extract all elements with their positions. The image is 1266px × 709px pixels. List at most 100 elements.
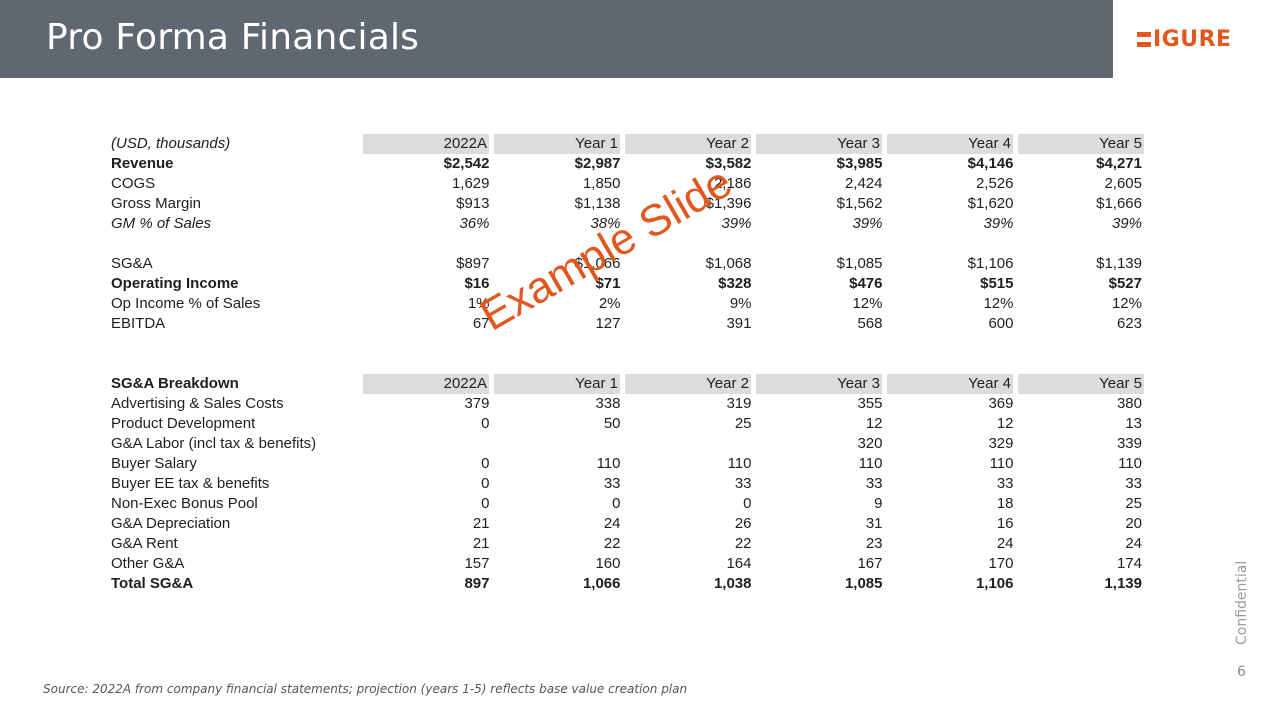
column-header: Year 5 (1013, 134, 1144, 154)
row-label: G&A Labor (incl tax & benefits) (111, 435, 317, 452)
table-cell: 22 (603, 535, 621, 552)
logo-mark-icon (1137, 30, 1151, 50)
table-cell: 12% (852, 295, 883, 312)
table-cell: 380 (1116, 395, 1142, 412)
table-header-row: SG&A Breakdown 2022A Year 1 Year 2 Year … (108, 374, 1144, 394)
table-row-sga: SG&A $897 $1,066 $1,068 $1,085 $1,106 $1… (108, 254, 1144, 274)
column-header: Year 5 (1013, 374, 1144, 394)
row-label: Operating Income (111, 275, 239, 292)
table-cell: 391 (726, 315, 752, 332)
table-cell: 1,139 (1104, 575, 1142, 592)
row-label: Non-Exec Bonus Pool (111, 495, 258, 512)
table-cell: 897 (464, 575, 490, 592)
table-cell: 12% (1111, 295, 1142, 312)
table-cell: 24 (1125, 535, 1142, 552)
row-label: Buyer EE tax & benefits (111, 475, 270, 492)
table-cell: 1,038 (713, 575, 752, 592)
table-cell: 33 (603, 475, 621, 492)
table-cell (492, 434, 623, 454)
table-cell: 0 (612, 495, 621, 512)
header-bar: Pro Forma Financials (0, 0, 1113, 78)
table-cell: 1,850 (582, 175, 621, 192)
pro-forma-table: (USD, thousands) 2022A Year 1 Year 2 Yea… (108, 134, 1144, 334)
column-header: Year 2 (620, 374, 754, 394)
table-cell (361, 434, 492, 454)
table-row-gm-pct: GM % of Sales 36% 38% 39% 39% 39% 39% (108, 214, 1144, 234)
table-header-row: (USD, thousands) 2022A Year 1 Year 2 Yea… (108, 134, 1144, 154)
table-cell: 339 (1116, 435, 1142, 452)
table-cell: 110 (727, 455, 752, 472)
table-cell: $476 (849, 275, 883, 292)
table-cell: 36% (459, 215, 490, 232)
row-label: Gross Margin (111, 195, 202, 212)
table-cell: 12 (865, 415, 883, 432)
table-cell: 23 (865, 535, 883, 552)
table-cell: 338 (595, 395, 621, 412)
table-row-cogs: COGS 1,629 1,850 2,186 2,424 2,526 2,605 (108, 174, 1144, 194)
column-header: Year 3 (751, 134, 885, 154)
row-label: Revenue (111, 155, 174, 172)
table-cell: $1,085 (836, 255, 883, 272)
row-label: Advertising & Sales Costs (111, 395, 284, 412)
column-header: 2022A (358, 134, 492, 154)
table-cell: 170 (988, 555, 1014, 572)
source-footnote: Source: 2022A from company financial sta… (43, 682, 688, 696)
table-cell: 9 (874, 495, 883, 512)
table-row-operating-income: Operating Income $16 $71 $328 $476 $515 … (108, 274, 1144, 294)
table-cell: 0 (481, 455, 490, 472)
table-cell: $527 (1108, 275, 1142, 292)
table-cell: 0 (481, 495, 490, 512)
table-cell: 25 (1125, 495, 1142, 512)
table-cell: 1,085 (844, 575, 883, 592)
table-row-ebitda: EBITDA 67 127 391 568 600 623 (108, 314, 1144, 334)
table-row: Buyer EE tax & benefits 0 33 33 33 33 33 (108, 474, 1144, 494)
table-row: G&A Labor (incl tax & benefits) 320 329 … (108, 434, 1144, 454)
table-cell: $1,068 (705, 255, 752, 272)
sga-breakdown-table: SG&A Breakdown 2022A Year 1 Year 2 Year … (108, 374, 1144, 594)
table-cell: $1,139 (1096, 255, 1142, 272)
table-cell: 67 (472, 315, 490, 332)
table-cell: 18 (996, 495, 1014, 512)
table-cell: $913 (456, 195, 490, 212)
table-cell: $515 (980, 275, 1014, 292)
table-row-gross-margin: Gross Margin $913 $1,138 $1,396 $1,562 $… (108, 194, 1144, 214)
row-label: Other G&A (111, 555, 185, 572)
table-cell: $4,271 (1096, 155, 1142, 172)
table-cell: 0 (481, 415, 490, 432)
table-cell: $71 (595, 275, 621, 292)
table-cell: $1,138 (574, 195, 621, 212)
row-label: G&A Rent (111, 535, 178, 552)
table-cell (623, 434, 754, 454)
column-header: Year 1 (489, 374, 623, 394)
table-cell: 2,526 (975, 175, 1014, 192)
table-cell: 320 (857, 435, 883, 452)
table-row-revenue: Revenue $2,542 $2,987 $3,582 $3,985 $4,1… (108, 154, 1144, 174)
table-cell: $1,106 (967, 255, 1014, 272)
table-cell: 369 (988, 395, 1014, 412)
row-label: GM % of Sales (111, 215, 212, 232)
table-cell: 24 (603, 515, 621, 532)
table-cell: 2,424 (844, 175, 883, 192)
confidential-label: Confidential (1234, 560, 1250, 645)
table-cell: 33 (734, 475, 752, 492)
table-cell: 31 (865, 515, 883, 532)
table-cell: 160 (595, 555, 621, 572)
column-header: Year 4 (882, 134, 1016, 154)
table-cell: $16 (464, 275, 490, 292)
column-header: Year 2 (620, 134, 754, 154)
table-cell: 164 (726, 555, 752, 572)
table-cell: 12 (996, 415, 1014, 432)
table-cell: 174 (1116, 555, 1142, 572)
table-cell: $328 (718, 275, 752, 292)
table-cell: $1,396 (705, 195, 752, 212)
table-cell: 33 (865, 475, 883, 492)
table-cell: 9% (729, 295, 752, 312)
table-cell: 623 (1116, 315, 1142, 332)
table-row: G&A Rent 21 22 22 23 24 24 (108, 534, 1144, 554)
table-cell: $4,146 (967, 155, 1014, 172)
row-label: Op Income % of Sales (111, 295, 261, 312)
table-cell: 110 (858, 455, 883, 472)
table-cell: 2% (598, 295, 621, 312)
row-label: COGS (111, 175, 156, 192)
spacer-row (108, 234, 1144, 254)
